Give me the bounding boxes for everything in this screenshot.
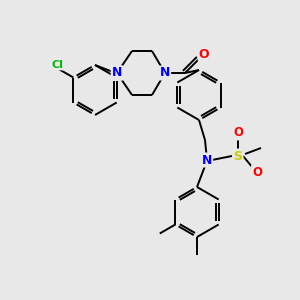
Text: O: O (252, 166, 262, 178)
Text: N: N (202, 154, 212, 166)
Text: O: O (199, 47, 209, 61)
Text: N: N (112, 67, 122, 80)
Text: N: N (112, 67, 122, 80)
Text: S: S (233, 149, 242, 163)
Text: N: N (160, 67, 170, 80)
Text: O: O (233, 127, 243, 140)
Text: Cl: Cl (52, 59, 64, 70)
